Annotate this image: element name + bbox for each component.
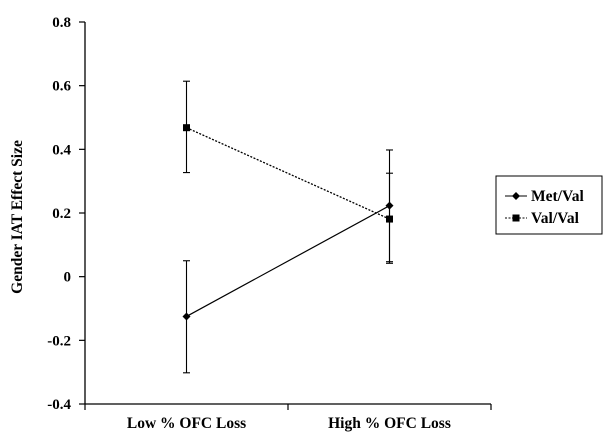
series-met-val	[182, 149, 394, 374]
legend-label: Val/Val	[531, 210, 580, 227]
y-tick-label: 0.8	[52, 15, 71, 31]
y-tick-label: -0.2	[47, 333, 71, 349]
data-point	[386, 215, 393, 223]
series-val-val	[183, 80, 393, 264]
y-tick-label: 0.2	[52, 206, 71, 222]
x-category-label: Low % OFC Loss	[127, 415, 246, 432]
x-category-label: High % OFC Loss	[328, 415, 451, 432]
y-ticks: -0.4 -0.2 0 0.2 0.4 0.6 0.8	[47, 15, 85, 413]
legend: Met/Val Val/Val	[495, 175, 603, 235]
plot-area	[182, 80, 394, 374]
legend-label: Met/Val	[531, 188, 584, 205]
y-tick-label: 0.4	[52, 142, 71, 158]
y-tick-label: -0.4	[47, 397, 71, 413]
legend-marker	[512, 192, 520, 200]
series-line	[186, 205, 390, 317]
y-tick-label: 0	[64, 270, 72, 286]
data-point	[183, 124, 190, 132]
series-line	[186, 127, 390, 220]
data-point	[182, 312, 191, 321]
legend-box	[495, 175, 603, 235]
x-categories: Low % OFC Loss High % OFC Loss	[84, 404, 492, 432]
axes	[84, 22, 491, 405]
y-tick-label: 0.6	[52, 79, 71, 95]
y-axis-title: Gender IAT Effect Size	[9, 140, 26, 294]
legend-marker	[512, 214, 520, 222]
